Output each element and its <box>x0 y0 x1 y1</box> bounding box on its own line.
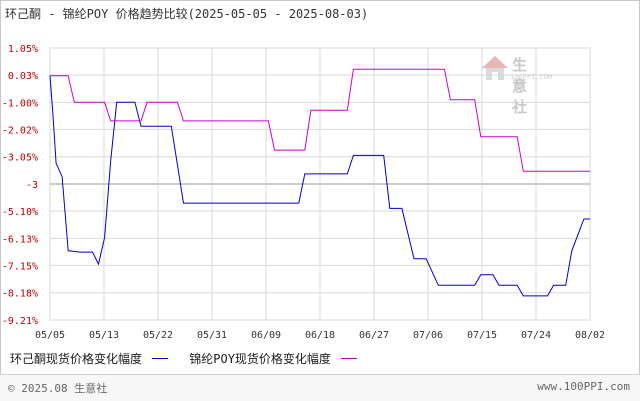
series-group <box>49 68 590 297</box>
y-axis: 1.05% 0.03% -1.00% -2.02% -3.05% -3 -5.10% -6.1… <box>2 44 38 327</box>
chart-title: 环己酮 - 锦纶POY 价格趋势比较(2025-05-05 - 2025-08-… <box>5 7 369 21</box>
y-tick-label: -3 <box>26 180 38 191</box>
x-tick-label: 05/22 <box>143 330 173 341</box>
x-axis: 05/05 05/13 05/22 05/31 06/09 06/18 06/27 07/06… <box>35 330 605 341</box>
legend-item-nylon-poy: 锦纶POY现货价格变化幅度 <box>189 350 357 367</box>
x-tick-label: 07/06 <box>413 330 443 341</box>
x-tick-label: 05/05 <box>35 330 65 341</box>
series-line-nylon-poy <box>50 68 590 172</box>
grid <box>49 47 591 321</box>
watermark-logo-icon <box>482 56 508 80</box>
y-tick-label: -9.21% <box>2 316 38 327</box>
footer-site-link[interactable]: www.100PPI.com <box>537 380 630 393</box>
x-tick-label: 08/02 <box>575 330 605 341</box>
watermark-url: 100PPI.COM <box>510 73 553 81</box>
legend-swatch-cyclohexanone <box>152 358 169 359</box>
footer-copyright: © 2025.08 生意社 <box>8 382 108 395</box>
y-tick-label: -5.10% <box>2 207 38 218</box>
x-tick-label: 05/31 <box>197 330 227 341</box>
y-tick-label: -6.13% <box>2 234 38 245</box>
y-tick-label: -2.02% <box>2 125 38 136</box>
y-tick-label: 0.03% <box>8 71 38 82</box>
x-tick-label: 07/15 <box>467 330 497 341</box>
x-tick-label: 06/18 <box>305 330 335 341</box>
y-tick-label: -7.15% <box>2 261 38 272</box>
x-tick-label: 07/24 <box>521 330 551 341</box>
y-tick-label: 1.05% <box>8 44 38 55</box>
x-tick-label: 06/27 <box>359 330 389 341</box>
x-tick-label: 06/09 <box>251 330 281 341</box>
y-tick-label: -8.18% <box>2 289 38 300</box>
y-tick-label: -3.05% <box>2 153 38 164</box>
legend: 环己酮现货价格变化幅度 锦纶POY现货价格变化幅度 <box>10 350 371 367</box>
x-tick-label: 05/13 <box>89 330 119 341</box>
legend-item-cyclohexanone: 环己酮现货价格变化幅度 <box>10 350 169 367</box>
y-tick-label: -1.00% <box>2 98 38 109</box>
legend-label-cyclohexanone: 环己酮现货价格变化幅度 <box>10 352 143 366</box>
legend-label-nylon-poy: 锦纶POY现货价格变化幅度 <box>189 352 331 366</box>
legend-swatch-nylon-poy <box>340 358 357 359</box>
footer: © 2025.08 生意社 www.100PPI.com <box>0 374 640 401</box>
series-line-cyclohexanone <box>49 75 590 297</box>
